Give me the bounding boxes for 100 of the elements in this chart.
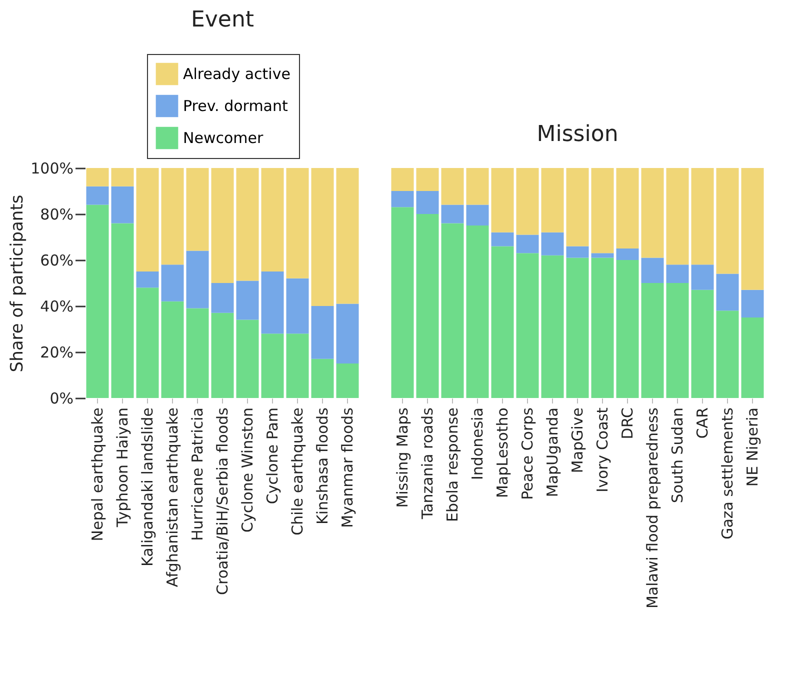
bar [261,334,284,398]
bar [161,168,184,265]
bar [211,312,234,398]
x-tick-label: Typhoon Haiyan [114,408,132,528]
bar [466,168,489,205]
bar [491,232,514,246]
x-tick-label: Indonesia [468,408,486,480]
bar [136,288,159,398]
x-tick-label: Myanmar floods [338,407,356,528]
x-tick-label: Tanzania roads [418,407,436,520]
bar [741,290,764,318]
y-tick-label: 40% [40,298,74,316]
bar [516,168,539,235]
bar [441,168,464,205]
legend-label: Already active [183,65,290,83]
bar [416,214,439,398]
x-tick-label: NE Nigeria [744,408,762,487]
bar [336,364,359,398]
bar [336,168,359,304]
bar [286,334,309,398]
bar [491,246,514,398]
bar [566,246,589,258]
bar [186,308,209,398]
x-tick-label: Kaligandaki landslide [138,408,156,566]
bar [691,290,714,398]
bar [591,253,614,258]
bar [161,264,184,302]
x-tick-label: Croatia/BiH/Serbia floods [214,407,232,595]
bar [416,168,439,191]
bar [111,186,134,224]
bar [261,272,284,334]
bar [391,191,414,208]
bar [541,168,564,232]
bar [416,191,439,214]
x-tick-label: DRC [618,408,636,440]
y-axis-title: Share of participants [8,194,28,372]
bar [566,258,589,398]
bar [566,168,589,246]
bar [236,168,259,281]
bar [666,168,689,265]
bar [136,272,159,288]
bar [516,234,539,254]
bar [236,280,259,320]
bar [161,301,184,398]
bar [186,250,209,308]
x-tick-label: CAR [694,408,712,439]
x-tick-label: South Sudan [668,408,686,504]
bar [641,168,664,258]
bar [616,260,639,398]
bar [516,253,539,398]
bar [716,274,739,311]
bar [716,168,739,274]
bar [236,320,259,398]
bar [86,186,109,205]
bar [641,258,664,283]
bar [466,204,489,226]
bar [286,278,309,334]
bar [311,168,334,306]
bar [466,226,489,398]
y-tick-label: 60% [40,252,74,270]
x-tick-label: Afghanistan earthquake [164,408,182,588]
y-tick-label: 100% [30,160,74,178]
bar [716,310,739,398]
x-tick-label: Gaza settlements [718,407,736,540]
bar [441,204,464,224]
x-tick-label: Chile earthquake [288,408,306,536]
x-tick-label: Malawi flood preparedness [644,407,662,609]
x-tick-label: MapLesotho [494,408,512,498]
x-tick-label: Hurricane Patricia [188,408,206,541]
bar [541,255,564,398]
bar [741,168,764,290]
bar [261,168,284,272]
bar [616,168,639,248]
bar [336,304,359,364]
x-tick-label: Peace Corps [518,407,536,500]
bar [311,358,334,398]
x-tick-label: Ebola response [444,408,462,522]
chart-title: Event [190,8,254,32]
bar [616,248,639,260]
chart-title: Mission [536,122,618,147]
bar [186,168,209,251]
bar [311,306,334,359]
legend-label: Newcomer [183,129,264,147]
bar [286,168,309,278]
bar [111,223,134,398]
bar [86,204,109,398]
x-tick-label: Nepal earthquake [88,408,106,542]
bar [86,168,109,186]
bar [491,168,514,232]
bar [136,168,159,272]
x-tick-label: Ivory Coast [594,407,612,492]
bar [391,168,414,191]
x-tick-label: Kinshasa floods [314,407,332,524]
x-tick-label: MapGive [568,408,586,474]
bar [391,207,414,398]
bar [441,223,464,398]
x-tick-label: Cyclone Pam [264,408,282,504]
bar [741,318,764,398]
x-tick-label: MapUganda [544,408,562,498]
bar [666,264,689,283]
